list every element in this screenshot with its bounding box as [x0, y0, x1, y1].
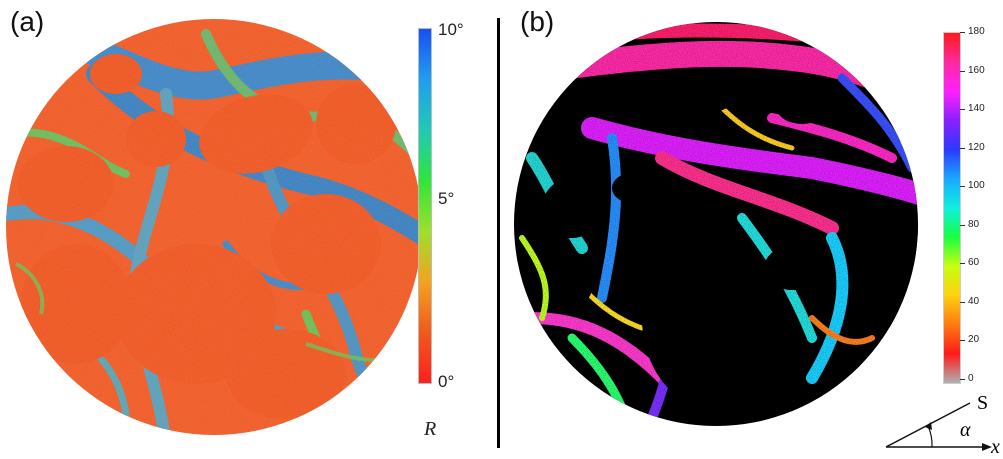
colorbar-b-tick-mark: [960, 109, 965, 111]
panel-b-label: (b): [520, 6, 555, 37]
colorbar-b-tick-mark: [960, 32, 965, 33]
x-axis-label: x: [991, 436, 1000, 458]
colorbar-b: [943, 32, 961, 384]
colorbar-b-tick-mark: [960, 224, 965, 226]
colorbar-a-tick-min: 0°: [438, 372, 455, 391]
s-axis-label: S: [977, 392, 989, 414]
colorbar-b-tick-mark: [960, 263, 965, 265]
angle-diagram: [885, 402, 992, 451]
colorbar-b-tick-label: 80: [968, 218, 980, 230]
colorbar-b-tick-mark: [960, 147, 965, 149]
colorbar-b-tick-mark: [960, 301, 965, 303]
panel-a-image: [6, 19, 422, 435]
colorbar-b-tick-mark: [960, 186, 965, 188]
colorbar-a-quantity-label: R: [424, 418, 437, 440]
panel-divider: [497, 18, 500, 448]
colorbar-b-tick-label: 20: [968, 334, 980, 346]
colorbar-b-tick-label: 60: [968, 257, 980, 269]
colorbar-b-tick-label: 180: [968, 26, 985, 37]
panel-a-label: (a): [10, 6, 45, 37]
colorbar-b-tick-label: 100: [968, 180, 985, 192]
colorbar-b-tick-mark: [960, 340, 965, 342]
colorbar-a: [418, 28, 432, 384]
angle-label: α: [960, 419, 971, 441]
panel-b-image: [514, 22, 918, 426]
colorbar-b-tick-label: 120: [968, 141, 985, 153]
colorbar-b-tick-label: 0: [968, 373, 974, 384]
colorbar-a-tick-max: 10°: [438, 20, 464, 39]
colorbar-b-tick-mark: [960, 70, 965, 72]
colorbar-b-tick-mark: [960, 379, 965, 380]
colorbar-b-tick-label: 40: [968, 295, 980, 307]
colorbar-b-tick-label: 160: [968, 64, 985, 76]
colorbar-a-tick-mid: 5°: [438, 189, 455, 208]
colorbar-b-tick-label: 140: [968, 103, 985, 115]
